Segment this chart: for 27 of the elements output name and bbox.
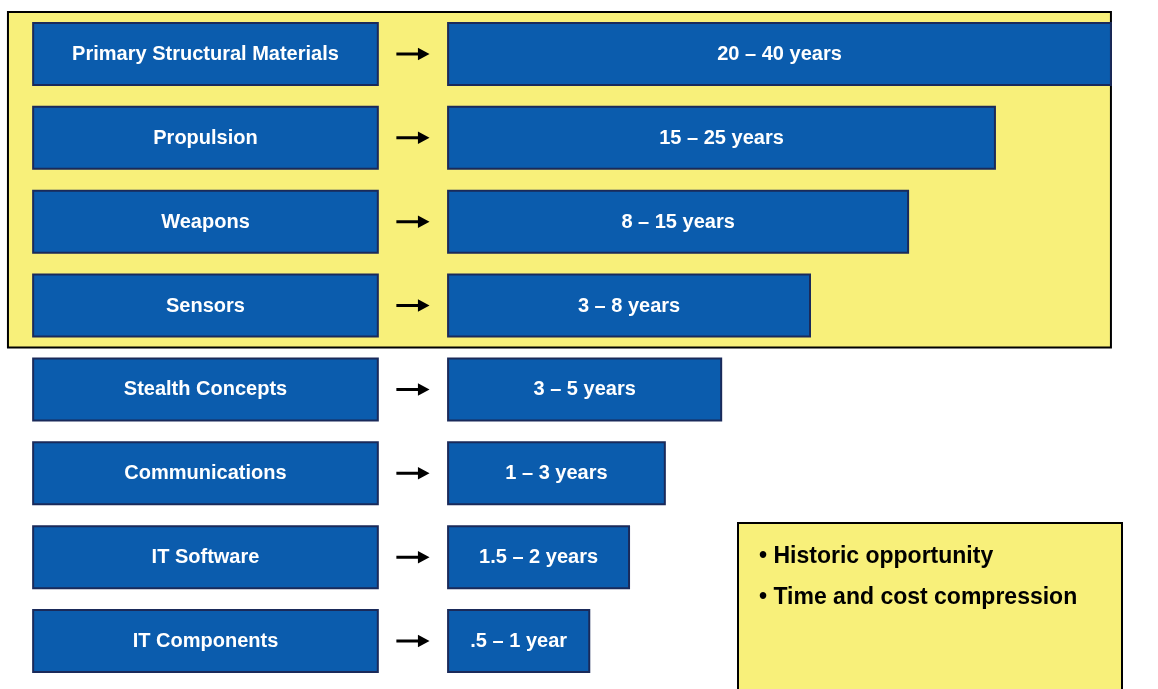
y-tick-label: Propulsion [153,125,258,148]
bar [447,21,1112,86]
y-tick-label: Communications [124,461,287,484]
y-tick-label: Primary Structural Materials [72,41,339,64]
bar [447,273,811,338]
annotation: 20 – 40 years [717,41,842,64]
bar [447,609,591,674]
bar [447,441,666,506]
annotation: 15 – 25 years [659,125,784,148]
bar [447,105,996,170]
y-tick-label: IT Software [151,545,260,568]
bar [447,357,723,422]
bar [447,189,910,254]
y-tick-label: Weapons [161,209,250,232]
note-box: • Historic opportunity • Time and cost compression [737,522,1123,689]
annotation: 8 – 15 years [621,209,735,232]
y-tick-label: Sensors [166,293,245,316]
annotation: 3 – 5 years [533,377,636,400]
annotation: • Time and cost compression [759,583,1079,610]
annotation: • Historic opportunity [759,542,995,569]
annotation: 1.5 – 2 years [479,545,599,568]
y-tick-label: IT Components [132,629,279,652]
y-tick-label: Stealth Concepts [123,377,288,400]
annotation: 3 – 8 years [577,293,681,316]
annotation: 1 – 3 years [505,461,608,484]
bar [447,525,631,590]
annotation: .5 – 1 year [470,629,568,652]
